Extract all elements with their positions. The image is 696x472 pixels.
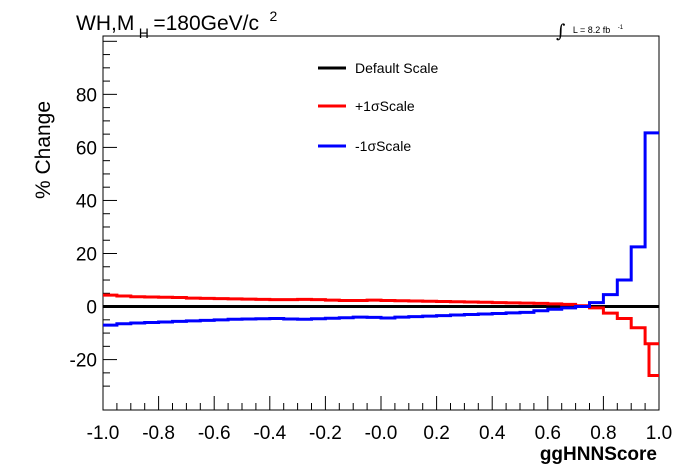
y-axis-ticks: -20 0 20 40 60 80	[70, 40, 117, 387]
integral-symbol: ∫	[556, 21, 566, 42]
y-tick-label: -20	[70, 351, 97, 372]
x-tick-label: 0.4	[479, 423, 506, 444]
title-subscript: H	[139, 25, 149, 41]
x-tick-label: -0.0	[365, 423, 398, 444]
x-tick-label: -0.8	[142, 423, 175, 444]
series-line-minus-1sigma-scale	[103, 131, 659, 327]
x-tick-label: 1.0	[646, 423, 672, 444]
series-layer	[103, 131, 659, 378]
y-tick-label: 0	[86, 298, 97, 319]
legend-label-plus: +1σScale	[355, 98, 415, 114]
y-tick-label: 20	[76, 245, 97, 266]
legend: Default Scale +1σScale -1σScale	[318, 60, 438, 154]
x-tick-label: -0.6	[198, 423, 231, 444]
title-rest: =180GeV/c	[153, 12, 259, 35]
legend-label-minus: -1σScale	[355, 138, 411, 154]
plot-frame	[102, 35, 660, 411]
y-axis-title: % Change	[32, 101, 55, 199]
y-tick-label: 80	[76, 85, 97, 106]
title-main: WH,M	[76, 12, 134, 35]
x-tick-label: 0.2	[423, 423, 449, 444]
x-tick-label: -0.4	[253, 423, 286, 444]
legend-label-default: Default Scale	[355, 60, 438, 76]
series-line-plus-1sigma-scale	[103, 293, 659, 378]
y-tick-label: 40	[76, 191, 97, 212]
y-tick-label: 60	[76, 138, 97, 159]
luminosity-superscript: -1	[618, 25, 624, 31]
title-superscript: 2	[269, 8, 277, 24]
luminosity-label: ∫ L = 8.2 fb -1	[556, 20, 624, 42]
x-tick-label: -0.2	[309, 423, 342, 444]
x-tick-label: -1.0	[87, 423, 120, 444]
x-tick-label: 0.8	[590, 423, 616, 444]
x-axis-ticks: -1.0 -0.8 -0.6 -0.4 -0.2 -0.0 0.2 0.4 0.6 0.8 1.0	[87, 396, 672, 444]
x-axis-title: ggHNNScore	[540, 444, 657, 465]
chart-title: WH,M H =180GeV/c 2	[76, 8, 277, 42]
x-tick-label: 0.6	[535, 423, 561, 444]
luminosity-text: L = 8.2 fb	[573, 25, 610, 35]
